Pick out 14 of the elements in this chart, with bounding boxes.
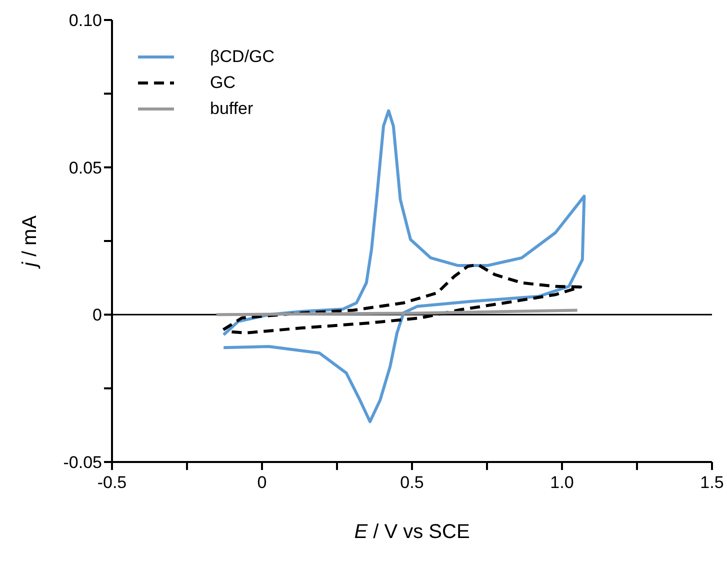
y-tick-label: 0.05 bbox=[68, 158, 102, 178]
x-tick-label: 1.0 bbox=[550, 473, 574, 492]
x-tick-label: 0 bbox=[257, 473, 267, 492]
x-tick-label: 0.5 bbox=[400, 473, 424, 492]
legend-label: GC bbox=[210, 72, 236, 94]
x-tick-label: -0.5 bbox=[97, 473, 127, 492]
y-tick-label: 0.10 bbox=[68, 11, 102, 30]
legend-label: buffer bbox=[210, 98, 254, 120]
x-axis-title: E / V vs SCE bbox=[354, 521, 470, 543]
y-tick-label: -0.05 bbox=[63, 453, 102, 472]
y-axis-title: j / mA bbox=[19, 214, 41, 270]
y-tick-label: 0 bbox=[92, 306, 102, 325]
x-tick-label: 1.5 bbox=[700, 473, 724, 492]
legend-label: βCD/GC bbox=[210, 46, 275, 68]
